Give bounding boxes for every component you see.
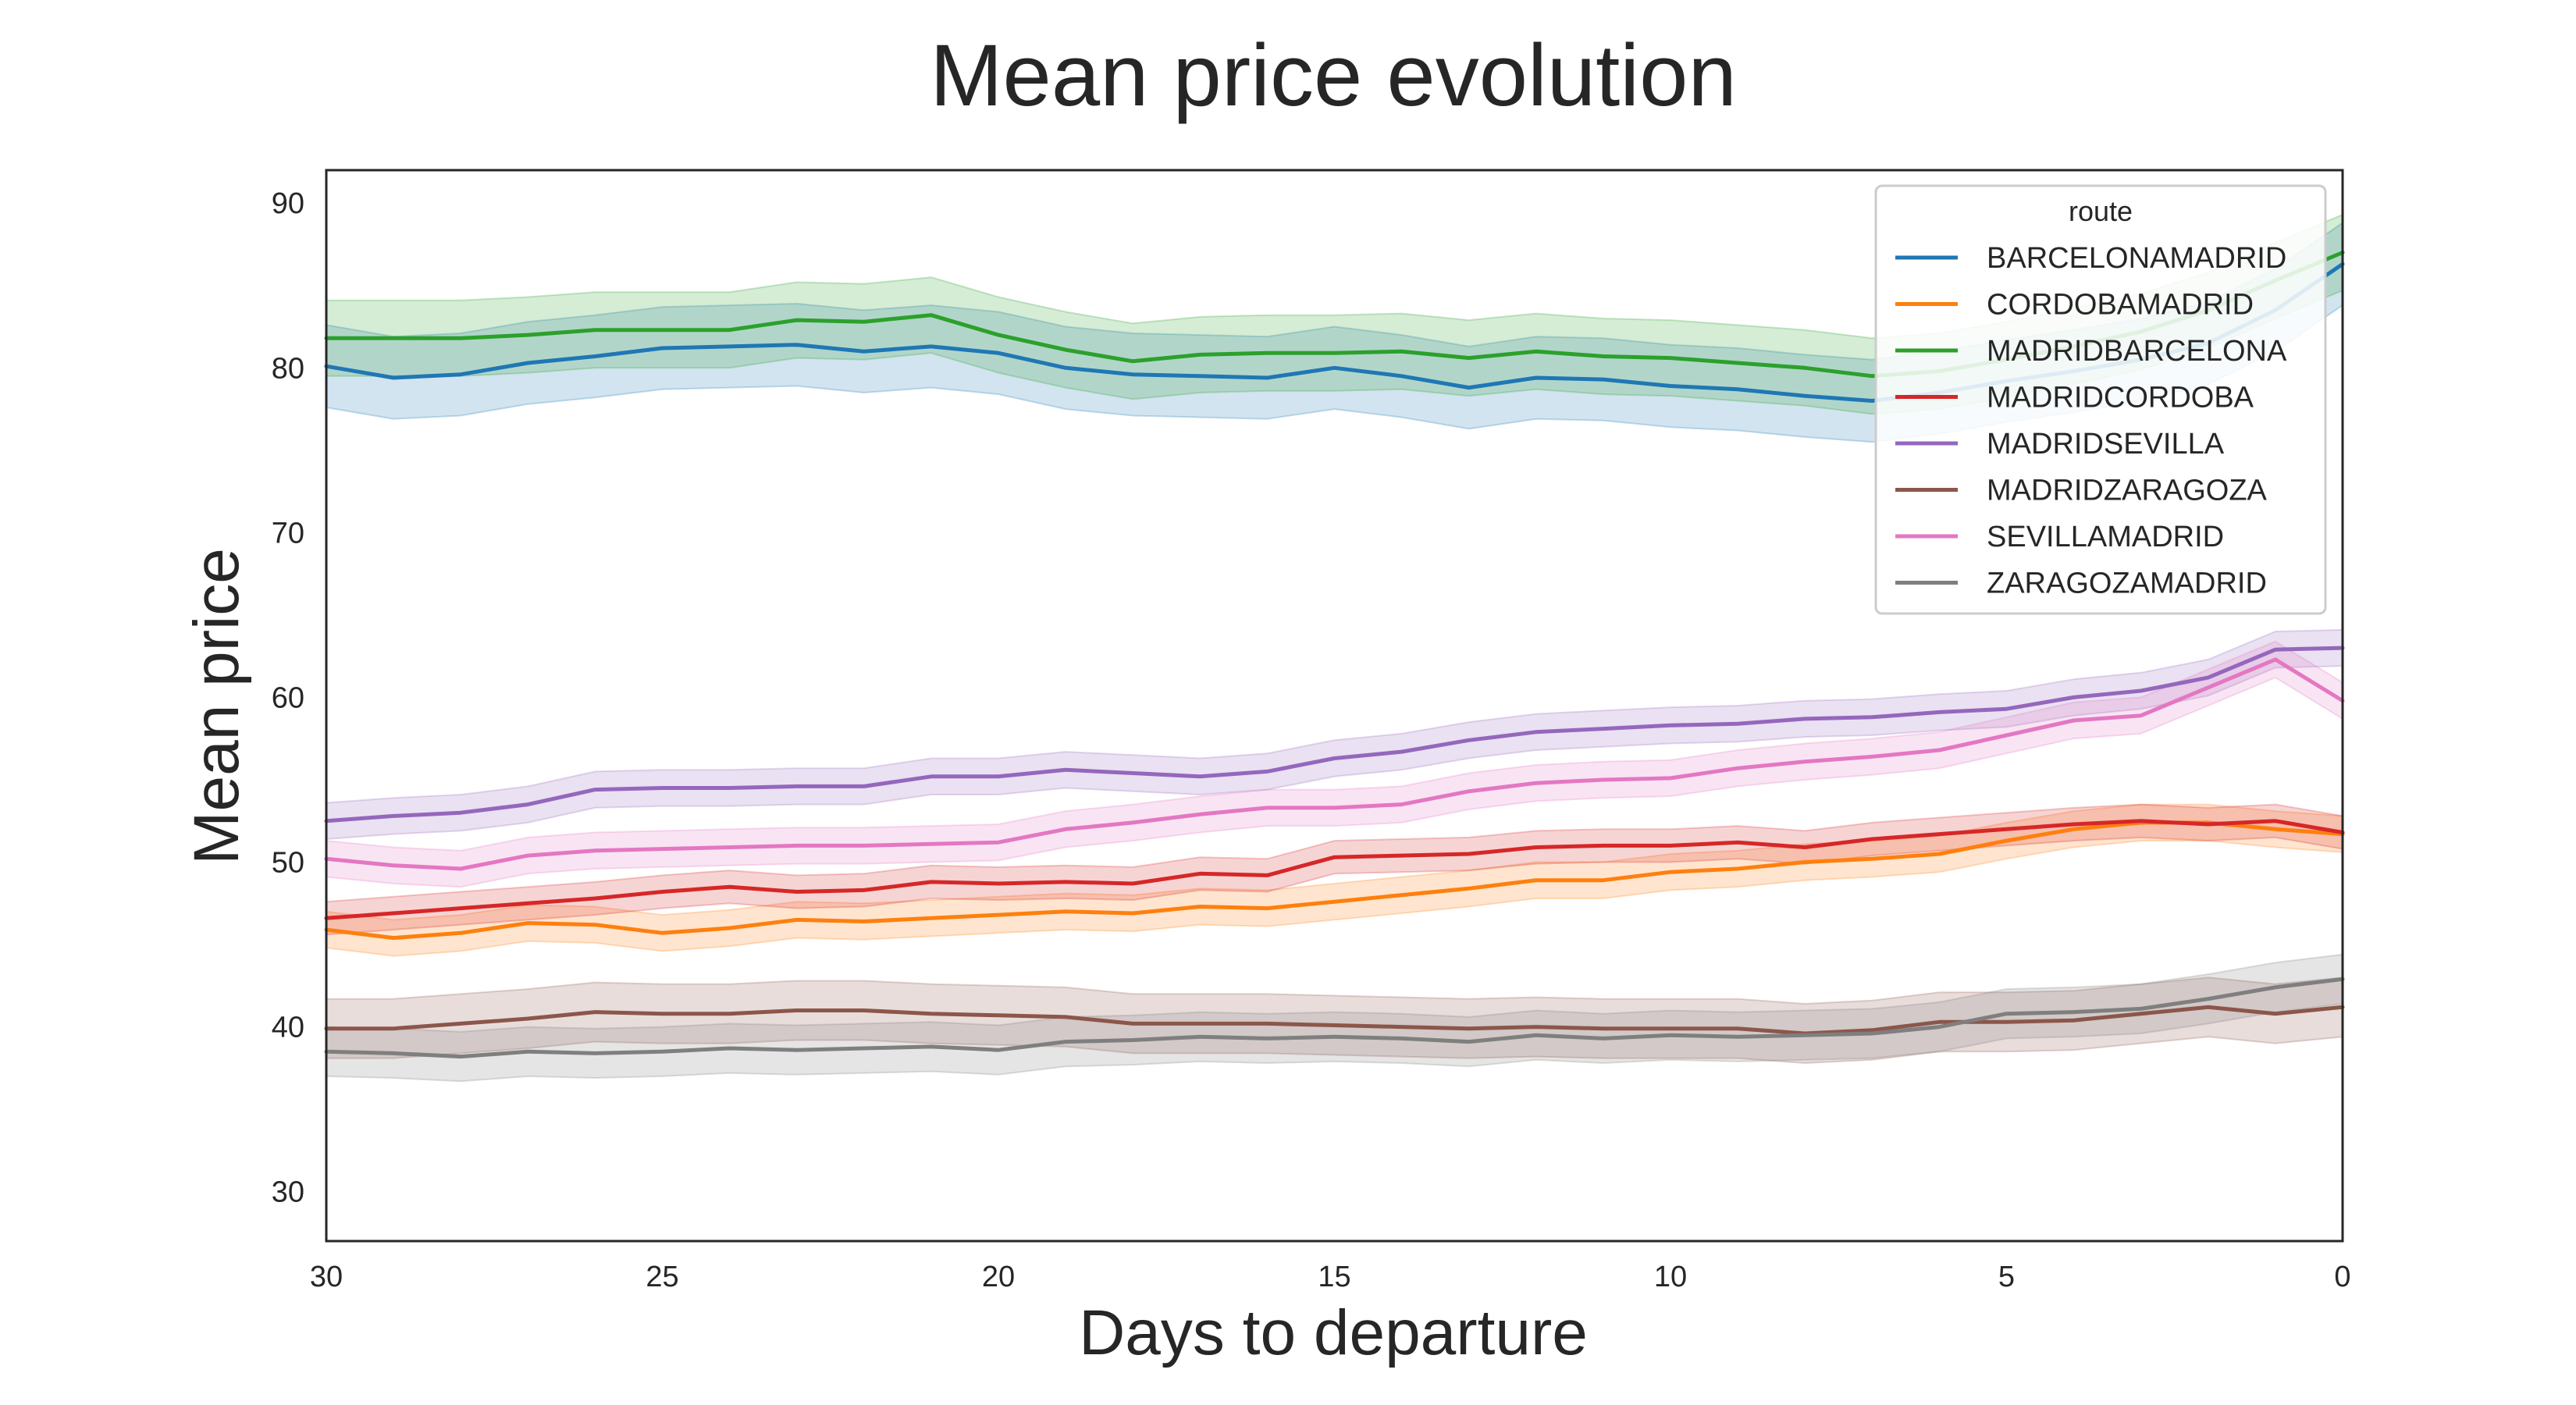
legend-label-barcelonamadrid: BARCELONAMADRID (1987, 242, 2286, 275)
y-axis-ticks: 30 40 50 60 70 80 90 (272, 187, 304, 1208)
legend-label-sevillamadrid: SEVILLAMADRID (1987, 521, 2224, 553)
x-tick-label: 0 (2334, 1261, 2350, 1293)
legend-label-madridbarcelona: MADRIDBARCELONA (1987, 335, 2287, 368)
legend-label-madridsevilla: MADRIDSEVILLA (1987, 428, 2225, 461)
x-axis-label: Days to departure (1079, 1297, 1588, 1368)
legend-label-madridzaragoza: MADRIDZARAGOZA (1987, 475, 2268, 507)
legend-items: BARCELONAMADRID CORDOBAMADRID MADRIDBARCEL… (1895, 242, 2287, 600)
line-sevillamadrid (324, 657, 2345, 871)
plot-frame (325, 169, 2344, 1243)
legend-label-zaragozamadrid: ZARAGOZAMADRID (1987, 567, 2267, 600)
x-tick-label: 30 (310, 1261, 343, 1293)
line-madridzaragoza (324, 1005, 2345, 1036)
line-madridcordoba (324, 819, 2345, 920)
x-tick-label: 15 (1318, 1261, 1350, 1293)
line-madridsevilla (324, 646, 2345, 823)
y-tick-label: 80 (272, 352, 304, 385)
legend: route BARCELONAMADRID CORDOBAMADRID MADRID… (1874, 184, 2327, 615)
x-tick-label: 10 (1654, 1261, 1687, 1293)
legend-label-cordobamadrid: CORDOBAMADRID (1987, 289, 2254, 322)
y-tick-label: 70 (272, 517, 304, 550)
x-tick-label: 20 (982, 1261, 1015, 1293)
y-tick-label: 60 (272, 681, 304, 714)
y-tick-label: 50 (272, 847, 304, 880)
legend-label-madridcordoba: MADRIDCORDOBA (1987, 382, 2254, 414)
y-tick-label: 40 (272, 1012, 304, 1044)
legend-title: route (2069, 195, 2133, 227)
y-axis-label: Mean price (181, 548, 252, 865)
x-tick-label: 25 (646, 1261, 678, 1293)
line-cordobamadrid (324, 820, 2345, 941)
y-tick-label: 30 (272, 1176, 304, 1209)
confidence-bands (326, 213, 2343, 1083)
y-tick-label: 90 (272, 187, 304, 220)
chart-title: Mean price evolution (930, 27, 1736, 124)
line-zaragozamadrid (324, 976, 2345, 1059)
legend-box (1874, 184, 2327, 615)
x-axis-ticks: 30 25 20 15 10 5 0 (310, 1261, 2351, 1293)
x-tick-label: 5 (1998, 1261, 2015, 1293)
